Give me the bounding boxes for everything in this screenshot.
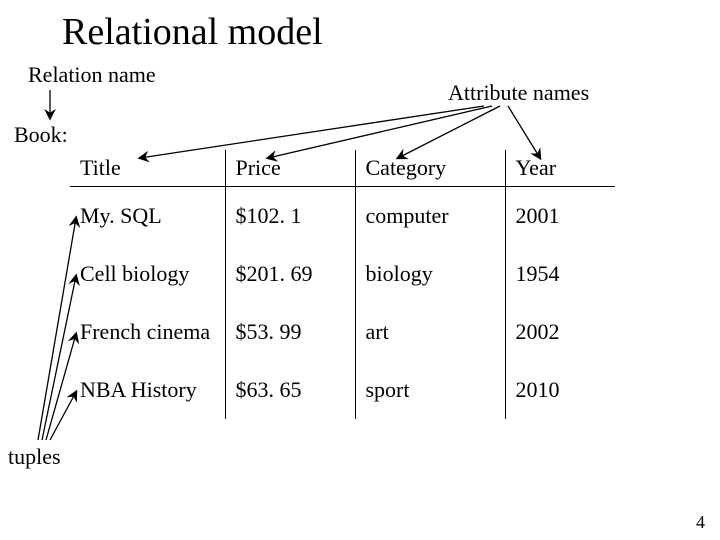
col-header-title: Title: [70, 150, 225, 187]
page-number: 4: [696, 512, 705, 533]
table-header-row: Title Price Category Year: [70, 150, 615, 187]
relation-name-label: Relation name: [28, 62, 156, 88]
col-header-category: Category: [355, 150, 505, 187]
cell: sport: [355, 361, 505, 419]
table-row: My. SQL $102. 1 computer 2001: [70, 187, 615, 246]
cell: $53. 99: [225, 303, 355, 361]
cell: 2010: [505, 361, 615, 419]
cell: $102. 1: [225, 187, 355, 246]
cell: My. SQL: [70, 187, 225, 246]
cell: NBA History: [70, 361, 225, 419]
cell: 2001: [505, 187, 615, 246]
relation-table: Title Price Category Year My. SQL $102. …: [70, 150, 615, 419]
attribute-names-label: Attribute names: [448, 80, 589, 106]
cell: biology: [355, 245, 505, 303]
cell: 2002: [505, 303, 615, 361]
table-row: NBA History $63. 65 sport 2010: [70, 361, 615, 419]
slide-title: Relational model: [62, 10, 323, 54]
col-header-year: Year: [505, 150, 615, 187]
slide: Relational model Relation name Attribute…: [0, 0, 720, 540]
book-table: Title Price Category Year My. SQL $102. …: [70, 150, 615, 419]
cell: Cell biology: [70, 245, 225, 303]
cell: French cinema: [70, 303, 225, 361]
cell: computer: [355, 187, 505, 246]
table-row: Cell biology $201. 69 biology 1954: [70, 245, 615, 303]
cell: $63. 65: [225, 361, 355, 419]
table-row: French cinema $53. 99 art 2002: [70, 303, 615, 361]
cell: 1954: [505, 245, 615, 303]
cell: $201. 69: [225, 245, 355, 303]
tuples-label: tuples: [8, 444, 61, 470]
col-header-price: Price: [225, 150, 355, 187]
relation-name-book: Book:: [14, 122, 68, 148]
cell: art: [355, 303, 505, 361]
